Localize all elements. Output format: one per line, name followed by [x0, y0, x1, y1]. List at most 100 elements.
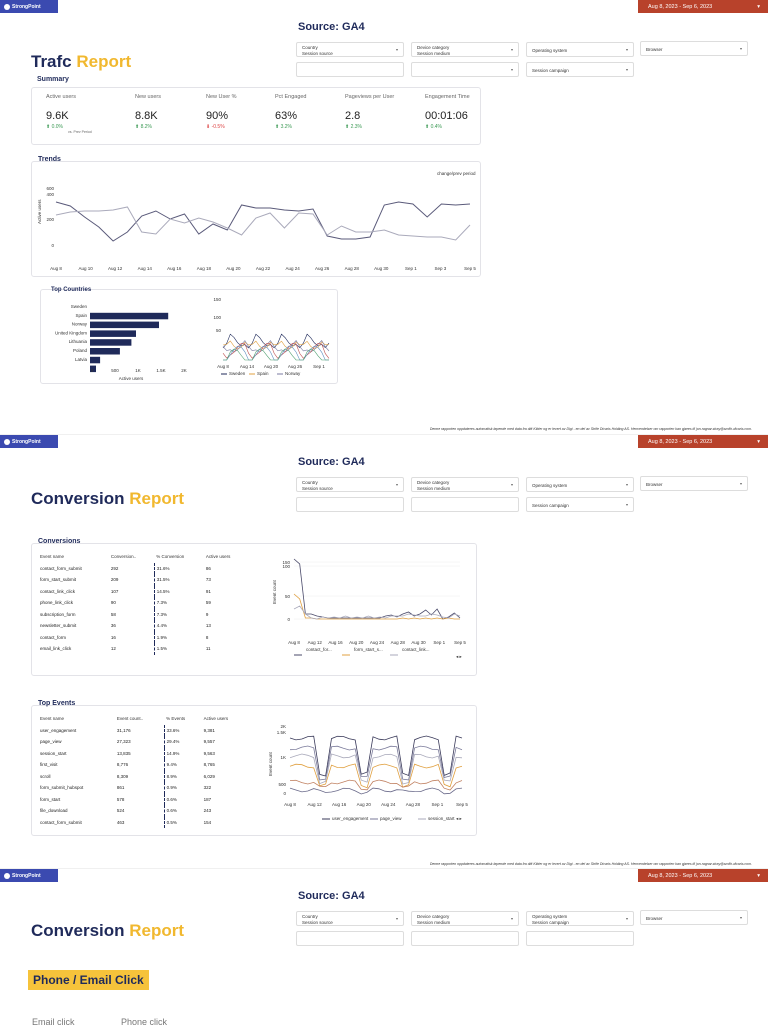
brand-logo[interactable]: StrongPoint: [0, 0, 58, 13]
empty-filter-1[interactable]: [296, 62, 404, 77]
x-tick-label: Aug 8: [217, 364, 229, 369]
chevron-down-icon: ▾: [625, 67, 628, 72]
conversions-title: Conversions: [38, 538, 81, 545]
table-row[interactable]: contact_link_click 107 14.5% 91: [38, 585, 248, 597]
table-row[interactable]: phone_link_click 90 7.3% 59: [38, 597, 248, 609]
country-filter[interactable]: Country Session source ▾: [296, 42, 404, 57]
x-tick-label: Aug 24: [381, 802, 396, 807]
device-category-filter[interactable]: Device category Session medium ▾: [411, 911, 519, 926]
chevron-down-icon: ▾: [739, 915, 742, 920]
top-countries-chart[interactable]: Sweden Spain Norway United Kingdom Lithuania…: [41, 290, 337, 383]
y-tick-label: 200: [46, 217, 54, 222]
country-trend-line: [222, 340, 330, 350]
x-tick-label: Aug 14: [138, 266, 153, 271]
date-range-picker[interactable]: Aug 8, 2023 - Sep 6, 2023 ▾: [638, 435, 768, 448]
x-tick-label: Aug 12: [308, 640, 323, 645]
table-cell: subscription_form: [40, 611, 76, 617]
browser-filter[interactable]: Browser ▾: [640, 41, 748, 56]
table-header-row: Event name Event count.. % Events Active us…: [38, 713, 248, 725]
x-tick-label: Sep 5: [456, 802, 468, 807]
session-campaign-filter[interactable]: Session campaign ▾: [526, 62, 634, 77]
column-header[interactable]: Event count..: [116, 716, 144, 722]
source-title: Source: GA4: [298, 21, 365, 33]
column-header[interactable]: % Conversion: [156, 554, 185, 560]
country-filter[interactable]: Country Session source ▾: [296, 911, 404, 926]
country-label: Sweden: [71, 304, 88, 309]
table-row[interactable]: contact_form 16 1.9% 8: [38, 631, 248, 643]
operating-system-filter[interactable]: Operating system ▾: [526, 477, 634, 492]
browser-filter[interactable]: Browser ▾: [640, 476, 748, 491]
column-header[interactable]: Conversion..: [110, 554, 137, 560]
x-tick-label: Aug 30: [411, 640, 426, 645]
table-row[interactable]: user_engagement 31,176 33.6% 9,381: [38, 724, 248, 736]
x-tick-label: Sep 1: [313, 364, 325, 369]
table-row[interactable]: contact_form_submit 292 31.6% 86: [38, 562, 248, 574]
table-row[interactable]: contact_form_submit 463 0.5% 154: [38, 816, 248, 828]
x-tick-label: Sep 5: [454, 640, 466, 645]
table-row[interactable]: form_submit_hubspot 861 0.9% 322: [38, 782, 248, 794]
empty-filter-1[interactable]: [296, 931, 404, 946]
operating-system-filter[interactable]: Operating system ▾: [526, 42, 634, 57]
empty-filter-2[interactable]: ▾: [411, 62, 519, 77]
y-tick-label: 0: [51, 243, 54, 248]
table-cell: 4.4%: [156, 623, 167, 629]
date-range-picker[interactable]: Aug 8, 2023 - Sep 6, 2023 ▾: [638, 869, 768, 882]
table-row[interactable]: page_view 27,323 29.4% 9,557: [38, 736, 248, 748]
empty-filter-2[interactable]: [411, 931, 519, 946]
table-row[interactable]: session_start 13,835 14.9% 9,563: [38, 747, 248, 759]
table-cell: 31.6%: [156, 565, 170, 571]
column-header[interactable]: Event name: [40, 554, 65, 560]
country-bar: [90, 356, 101, 364]
table-header-row: Event name Conversion.. % Conversion Active…: [38, 551, 248, 563]
top-events-chart[interactable]: 2K1.5K 1K 500 0 Event count Aug 8 Aug 12 Aug 16…: [266, 716, 476, 836]
legend-label: form_start_s...: [354, 647, 383, 652]
empty-filter-3[interactable]: [526, 931, 634, 946]
legend-label: contact_for...: [306, 647, 332, 652]
table-cell: user_engagement: [40, 727, 77, 733]
conversions-panel: Conversions Event name Conversion.. % Conv…: [31, 538, 477, 676]
country-bar: [90, 339, 132, 346]
operating-system-filter[interactable]: Operating system Session campaign ▾: [526, 911, 634, 926]
country-label: Lithuania: [69, 339, 88, 344]
country-filter[interactable]: Country Session source ▾: [296, 477, 404, 492]
y-tick-label: 50: [216, 328, 222, 333]
device-category-filter[interactable]: Device category Session medium ▾: [411, 42, 519, 57]
column-header[interactable]: Event name: [40, 716, 65, 722]
table-row[interactable]: email_link_click 12 1.5% 11: [38, 643, 248, 655]
column-header[interactable]: Active users: [205, 554, 231, 560]
table-cell: 524: [114, 805, 165, 817]
table-row[interactable]: first_visit 8,776 9.4% 8,765: [38, 759, 248, 771]
empty-filter-2[interactable]: [411, 497, 519, 512]
date-range-picker[interactable]: Aug 8, 2023 - Sep 6, 2023 ▾: [638, 0, 768, 13]
series-line-5: [289, 779, 463, 791]
table-cell: 463: [114, 816, 165, 828]
browser-filter[interactable]: Browser ▾: [640, 910, 748, 925]
session-campaign-filter[interactable]: Session campaign ▾: [526, 497, 634, 512]
table-row[interactable]: file_download 524 0.6% 243: [38, 805, 248, 817]
brand-logo[interactable]: StrongPoint: [0, 435, 58, 448]
column-header[interactable]: % Events: [166, 716, 186, 722]
device-category-filter[interactable]: Device category Session medium ▾: [411, 477, 519, 492]
table-cell: 9.4%: [166, 762, 177, 768]
table-row[interactable]: subscription_form 58 7.3% 9: [38, 608, 248, 620]
empty-filter-1[interactable]: [296, 497, 404, 512]
column-header[interactable]: Active users: [203, 716, 229, 722]
logo-mark-icon: [4, 3, 10, 10]
table-cell: contact_link_click: [40, 588, 76, 594]
table-row[interactable]: form_start_submit 209 31.5% 73: [38, 574, 248, 586]
table-cell: 0.6%: [166, 808, 177, 814]
table-cell: email_link_click: [40, 646, 72, 652]
legend-label: session_start: [428, 816, 455, 821]
table-cell: file_download: [40, 808, 68, 814]
table-cell: 7.3%: [156, 611, 167, 617]
table-row[interactable]: newsletter_submit 36 4.4% 13: [38, 620, 248, 632]
legend-label: Sweden: [229, 371, 246, 376]
table-row[interactable]: form_start 578 0.6% 187: [38, 793, 248, 805]
table-cell: contact_form_submit: [40, 565, 82, 571]
series-line-1: [293, 558, 461, 620]
table-row[interactable]: scroll 8,309 8.9% 6,029: [38, 770, 248, 782]
table-cell: 0.6%: [166, 796, 177, 802]
brand-logo[interactable]: StrongPoint: [0, 869, 58, 882]
